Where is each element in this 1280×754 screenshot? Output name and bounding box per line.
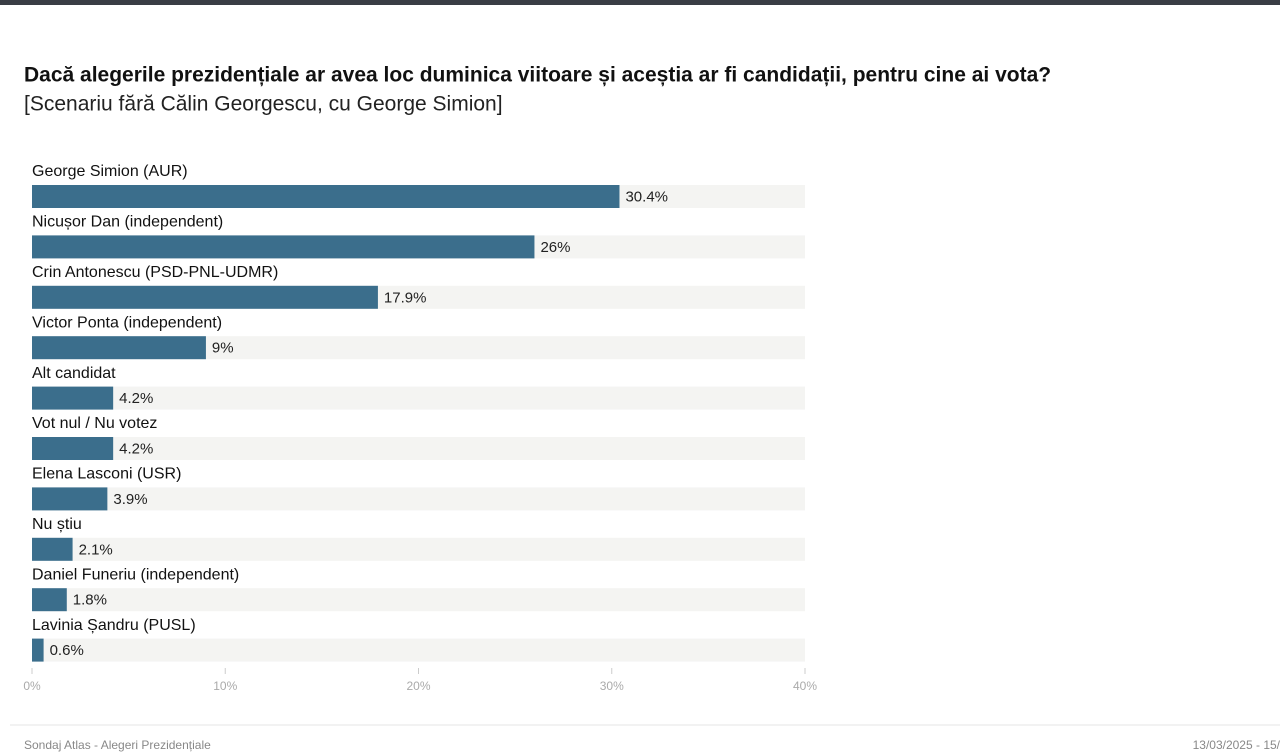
bar bbox=[32, 588, 67, 612]
value-label: 2.1% bbox=[79, 541, 113, 558]
x-tick-label: 30% bbox=[600, 679, 624, 693]
category-label: Nicușor Dan (independent) bbox=[32, 214, 223, 231]
value-label: 26% bbox=[540, 239, 570, 256]
x-tick-label: 10% bbox=[213, 679, 237, 693]
value-label: 30.4% bbox=[625, 188, 668, 205]
bar-track bbox=[32, 386, 805, 410]
bar bbox=[32, 285, 378, 309]
value-label: 1.8% bbox=[73, 592, 107, 609]
category-label: George Simion (AUR) bbox=[32, 163, 188, 180]
value-label: 17.9% bbox=[384, 289, 427, 306]
category-label: Nu știu bbox=[32, 516, 82, 533]
top-bar bbox=[0, 0, 1280, 5]
bar bbox=[32, 638, 44, 662]
bar-track bbox=[32, 638, 805, 662]
footer-source: Sondaj Atlas - Alegeri Prezidențiale bbox=[24, 738, 211, 752]
value-label: 3.9% bbox=[113, 491, 147, 508]
x-tick-label: 0% bbox=[23, 679, 41, 693]
category-label: Vot nul / Nu votez bbox=[32, 415, 157, 432]
chart-title: Dacă alegerile prezidențiale ar avea loc… bbox=[24, 64, 1051, 87]
value-label: 0.6% bbox=[50, 642, 84, 659]
bar-track bbox=[32, 487, 805, 511]
bar bbox=[32, 185, 620, 208]
bar bbox=[32, 336, 206, 360]
bar-track bbox=[32, 437, 805, 460]
bar bbox=[32, 386, 114, 410]
bar-track bbox=[32, 336, 805, 360]
category-label: Victor Ponta (independent) bbox=[32, 314, 222, 331]
bar-track bbox=[32, 537, 805, 561]
x-tick-label: 40% bbox=[793, 679, 817, 693]
category-label: Elena Lasconi (USR) bbox=[32, 466, 181, 483]
value-label: 4.2% bbox=[119, 440, 153, 457]
bar bbox=[32, 487, 108, 511]
chart-subtitle: [Scenariu fără Călin Georgescu, cu Georg… bbox=[24, 93, 503, 116]
bar bbox=[32, 235, 535, 259]
category-label: Alt candidat bbox=[32, 365, 116, 382]
bar bbox=[32, 437, 114, 460]
footer-date: 13/03/2025 - 15/ bbox=[1193, 738, 1280, 752]
bar bbox=[32, 537, 73, 561]
category-label: Lavinia Șandru (PUSL) bbox=[32, 617, 196, 634]
value-label: 9% bbox=[212, 340, 234, 357]
value-label: 4.2% bbox=[119, 390, 153, 407]
category-label: Crin Antonescu (PSD-PNL-UDMR) bbox=[32, 264, 278, 281]
bar-track bbox=[32, 588, 805, 612]
x-tick-label: 20% bbox=[406, 679, 430, 693]
category-label: Daniel Funeriu (independent) bbox=[32, 566, 239, 583]
